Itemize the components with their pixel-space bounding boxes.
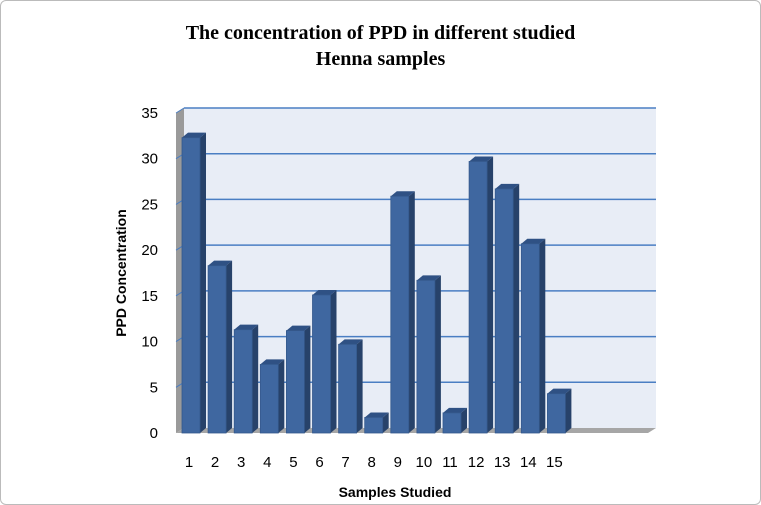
bar-9 [390,191,415,434]
bar-front [312,294,331,434]
bar-side [304,325,311,433]
bar-front [416,279,436,434]
bar-side [330,289,337,433]
bar-top [416,275,441,281]
x-tick-label: 8 [368,454,376,471]
bar-side [539,238,546,433]
bar-10 [416,275,441,434]
bar-front [442,412,462,434]
x-tick-label: 12 [468,454,485,471]
chart-title: The concentration of PPD in different st… [0,20,761,72]
x-tick-label: 1 [185,454,193,471]
y-tick-label: 20 [141,242,158,259]
chart-title-line-1: The concentration of PPD in different st… [185,22,576,44]
bar-11 [442,407,467,434]
bar-8 [364,412,389,434]
bar-side [565,388,572,433]
bar-top [495,183,520,189]
bar-6 [312,289,337,434]
bar-top [260,359,285,365]
y-tick-label: 5 [150,379,158,396]
bar-side [513,183,520,433]
x-tick-label: 5 [289,454,297,471]
bar-front [285,330,305,434]
chart-title-line-2: Henna samples [315,48,446,70]
bar-2 [207,260,233,434]
bar-front [468,161,488,434]
bar-side [382,412,389,433]
bar-side [356,339,363,433]
y-tick-label: 30 [141,151,158,168]
bar-13 [494,183,520,434]
bar-side [278,359,285,433]
bar-front [494,188,514,434]
bar-4 [259,359,285,434]
bar-15 [547,388,572,434]
bar-top [234,324,259,330]
x-tick-label: 14 [520,454,537,471]
x-tick-label: 2 [211,454,219,471]
bar-front [259,364,279,434]
bar-top [469,156,494,162]
bar-front [233,329,253,434]
bar-front [364,417,384,434]
bar-side [461,407,467,433]
bar-front [338,343,358,434]
y-tick-label: 10 [141,334,158,351]
bar-side [226,260,233,433]
bar-front [390,195,410,434]
bar-top [312,289,337,295]
bar-14 [520,238,546,434]
y-tick-label: 15 [141,288,158,305]
x-tick-label: 6 [315,454,323,471]
bar-front [520,243,540,434]
x-tick-label: 9 [394,454,402,471]
y-axis-label: PPD Concentration [113,209,129,337]
bar-top [364,412,389,418]
bar-5 [285,325,311,434]
bar-top [208,260,233,266]
bar-top [338,339,363,345]
bar-top [547,388,572,394]
bar-top [521,238,546,244]
x-tick-label: 7 [341,454,349,471]
x-tick-label: 13 [494,454,511,471]
x-tick-label: 10 [416,454,433,471]
bar-12 [468,156,494,434]
y-tick-label: 35 [141,105,158,122]
bar-side [434,275,441,433]
bar-front [207,265,227,434]
y-tick-label: 0 [150,425,158,442]
x-axis-label: Samples Studied [339,484,452,500]
x-tick-label: 4 [263,454,271,471]
bar-front [181,137,201,434]
bar-7 [338,339,363,434]
bar-3 [233,324,259,434]
x-tick-label: 11 [442,454,458,471]
x-tick-label: 3 [237,454,245,471]
bar-top [390,191,415,197]
bar-side [252,324,259,433]
bar-side [408,191,415,433]
y-tick-label: 25 [141,196,158,213]
bar-top [443,407,467,413]
x-tick-label: 15 [546,454,563,471]
bar-side [487,156,494,433]
bar-top [182,132,206,138]
bar-front [547,393,566,434]
gridline-side [175,107,185,114]
bar-1 [181,132,206,434]
bar-top [286,325,311,331]
bar-side [200,132,206,433]
